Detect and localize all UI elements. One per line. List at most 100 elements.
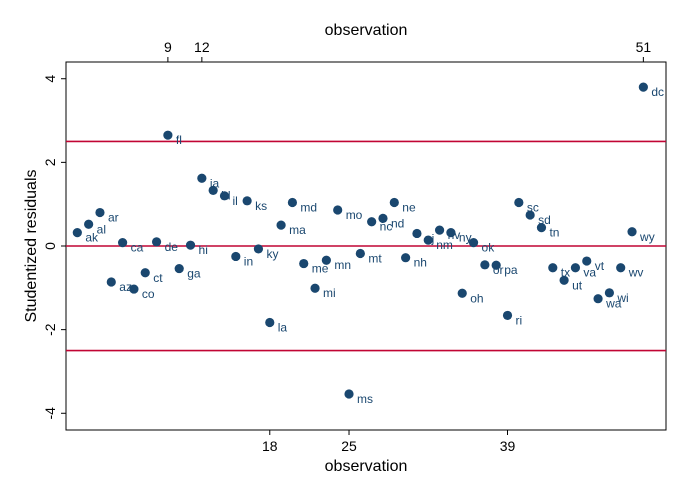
reference-lines [66,140,666,352]
data-point-tx [548,263,558,273]
x2-tick-label: 12 [194,39,210,55]
data-point-md [287,197,298,208]
data-point-va [570,263,581,273]
point-label-la: la [278,321,288,335]
data-point-nc [367,217,377,227]
x-axis-title: observation [325,458,408,475]
point-label-mi: mi [323,286,336,300]
point-label-tx: tx [561,266,570,280]
point-label-az: az [119,280,132,294]
data-point-ny [446,228,456,238]
point-label-ut: ut [572,278,583,292]
data-point-ut [559,275,569,285]
data-point-in [231,251,241,262]
point-label-or: or [493,263,504,277]
point-label-fl: fl [176,133,182,147]
data-point-wy [627,227,637,237]
point-label-ri: ri [516,313,523,327]
data-point-co [129,284,139,294]
data-point-ks [242,196,252,206]
point-label-ar: ar [108,211,119,225]
point-label-nh: nh [414,256,427,270]
point-label-ms: ms [357,392,373,406]
point-label-mn: mn [334,258,351,272]
point-label-ct: ct [153,271,163,285]
data-point-fl [163,130,173,140]
data-point-ky [253,244,264,254]
point-label-al: al [97,222,106,236]
point-label-vt: vt [595,259,605,273]
point-label-me: me [312,262,329,276]
x-tick-label: 25 [341,438,357,454]
data-point-dc [638,82,648,92]
point-label-ne: ne [402,201,416,215]
data-point-hi [185,240,196,250]
x-axis-top-title: observation [325,22,408,39]
data-point-ok [468,238,479,248]
point-label-il: il [232,194,237,208]
data-point-de [151,237,162,247]
point-label-pa: pa [504,263,518,277]
point-label-nm: nm [436,238,453,252]
data-point-ca [118,238,128,248]
data-point-mn [321,255,331,265]
point-label-dc: dc [651,85,664,99]
data-point-ia [197,173,207,183]
data-point-id [208,185,218,195]
data-point-sd [525,210,535,220]
data-point-wv [616,263,626,273]
data-point-nh [401,253,411,263]
y-tick-label: 4 [42,75,58,83]
data-point-nm [423,235,433,245]
point-label-ok: ok [482,241,496,255]
point-label-hi: hi [199,243,208,257]
point-label-ia: ia [210,176,220,190]
point-label-tn: tn [549,226,559,240]
point-label-ny: ny [459,231,472,245]
y-tick-label: 0 [42,242,58,250]
data-point-la [265,317,275,328]
point-label-oh: oh [470,291,483,305]
point-label-mt: mt [368,252,382,266]
data-point-ri [502,310,513,321]
data-point-wa [593,294,603,304]
data-point-pa [491,260,501,270]
data-point-ar [95,207,105,218]
data-point-wi [604,288,614,298]
data-point-oh [457,288,467,298]
y-tick-label: 2 [42,158,58,166]
data-point-ga [174,263,184,274]
x-axis-top: 9 12 51 [164,39,651,62]
data-points: akalarazcacoctdeflgahiiaidilinkskylamamd… [72,82,664,406]
data-point-ne [389,197,399,208]
point-label-wv: wv [628,266,644,280]
point-label-in: in [244,254,253,268]
x-tick-label: 18 [262,438,278,454]
data-point-me [299,258,309,269]
x-axis-bottom: 18 25 39 [262,430,516,454]
point-label-nd: nd [391,216,404,230]
y-tick-label: -2 [42,323,58,336]
point-label-wa: wa [605,297,622,311]
data-point-sc [514,197,524,208]
data-point-mo [333,205,343,215]
point-label-wy: wy [639,230,655,244]
data-point-ct [140,268,150,278]
point-label-ak: ak [85,231,99,245]
data-point-mt [355,248,365,259]
x2-tick-label: 9 [164,39,172,55]
data-point-nv [434,225,445,235]
point-label-va: va [583,266,596,280]
data-point-il [219,191,230,201]
data-point-ak [72,228,82,238]
point-label-mo: mo [346,208,363,222]
point-label-wi: wi [616,291,628,305]
x2-tick-label: 51 [636,39,652,55]
data-point-ma [276,220,286,230]
data-point-az [106,277,116,287]
data-point-ms [344,389,354,399]
data-point-mi [310,283,320,293]
data-point-tn [536,223,547,233]
